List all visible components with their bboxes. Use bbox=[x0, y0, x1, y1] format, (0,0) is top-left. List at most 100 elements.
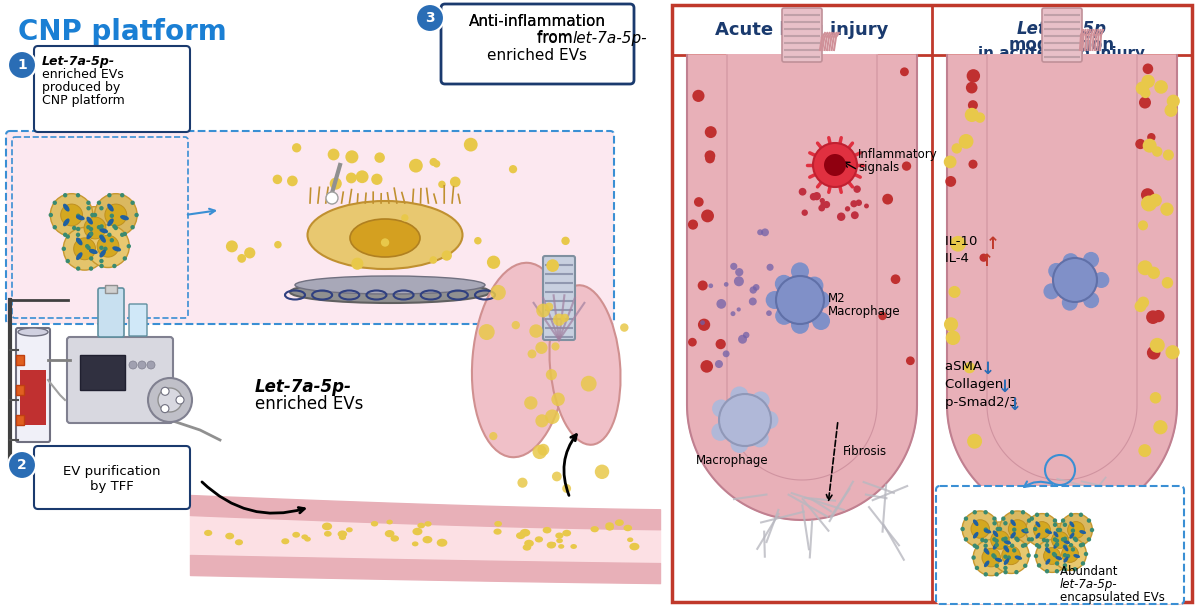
Circle shape bbox=[823, 201, 830, 208]
Circle shape bbox=[749, 297, 757, 305]
Circle shape bbox=[1164, 104, 1177, 117]
Ellipse shape bbox=[992, 543, 998, 549]
Circle shape bbox=[946, 176, 956, 187]
Circle shape bbox=[536, 304, 550, 317]
Text: Let-7a-5p-: Let-7a-5p- bbox=[42, 55, 115, 68]
Circle shape bbox=[1165, 345, 1180, 359]
Circle shape bbox=[964, 362, 976, 373]
Ellipse shape bbox=[371, 521, 378, 526]
Ellipse shape bbox=[301, 534, 308, 540]
Circle shape bbox=[1024, 528, 1028, 532]
Text: CNP platform: CNP platform bbox=[18, 18, 227, 46]
Circle shape bbox=[802, 209, 808, 216]
Circle shape bbox=[553, 314, 565, 326]
Circle shape bbox=[956, 238, 966, 248]
Text: p-Smad2/3: p-Smad2/3 bbox=[946, 396, 1022, 409]
Text: Collagen I: Collagen I bbox=[946, 378, 1015, 391]
Ellipse shape bbox=[100, 228, 108, 233]
Text: enriched EVs: enriched EVs bbox=[256, 395, 364, 413]
Circle shape bbox=[972, 555, 976, 560]
Circle shape bbox=[76, 238, 80, 242]
Circle shape bbox=[326, 192, 338, 204]
Circle shape bbox=[943, 155, 956, 168]
Ellipse shape bbox=[305, 537, 311, 541]
Circle shape bbox=[1052, 553, 1057, 557]
Circle shape bbox=[581, 376, 596, 392]
Text: Let-7a-5p-: Let-7a-5p- bbox=[256, 378, 352, 396]
Circle shape bbox=[738, 334, 748, 344]
Circle shape bbox=[995, 538, 998, 543]
Ellipse shape bbox=[1063, 545, 1068, 551]
Circle shape bbox=[836, 212, 845, 221]
Circle shape bbox=[86, 206, 91, 211]
Circle shape bbox=[1150, 392, 1162, 404]
Circle shape bbox=[814, 143, 857, 187]
Circle shape bbox=[722, 350, 730, 358]
Circle shape bbox=[1087, 518, 1091, 523]
Polygon shape bbox=[686, 55, 917, 520]
Circle shape bbox=[1052, 523, 1057, 527]
Circle shape bbox=[1008, 520, 1027, 538]
Circle shape bbox=[330, 178, 342, 189]
Circle shape bbox=[148, 378, 192, 422]
Circle shape bbox=[1061, 537, 1066, 541]
Circle shape bbox=[1142, 138, 1157, 152]
Circle shape bbox=[968, 100, 978, 110]
Circle shape bbox=[996, 527, 1000, 531]
Circle shape bbox=[1034, 554, 1038, 558]
Circle shape bbox=[962, 511, 998, 547]
Ellipse shape bbox=[338, 535, 346, 540]
FancyBboxPatch shape bbox=[12, 137, 188, 318]
Circle shape bbox=[992, 537, 1030, 574]
Circle shape bbox=[851, 211, 859, 219]
Circle shape bbox=[1074, 538, 1079, 542]
Circle shape bbox=[76, 214, 80, 218]
Circle shape bbox=[964, 517, 968, 521]
Ellipse shape bbox=[628, 537, 634, 542]
Circle shape bbox=[161, 405, 169, 413]
Circle shape bbox=[533, 445, 547, 459]
Circle shape bbox=[1142, 64, 1153, 74]
Circle shape bbox=[92, 213, 97, 217]
Ellipse shape bbox=[86, 231, 92, 239]
Ellipse shape bbox=[542, 527, 552, 534]
Circle shape bbox=[1051, 532, 1068, 548]
Ellipse shape bbox=[120, 215, 128, 220]
Circle shape bbox=[1014, 570, 1019, 574]
Text: EV purification: EV purification bbox=[64, 465, 161, 478]
Circle shape bbox=[464, 138, 478, 152]
Circle shape bbox=[1147, 266, 1160, 279]
Circle shape bbox=[864, 203, 869, 208]
Ellipse shape bbox=[1054, 531, 1058, 537]
Text: signals: signals bbox=[858, 161, 899, 174]
Ellipse shape bbox=[523, 544, 532, 551]
Circle shape bbox=[1007, 555, 1012, 560]
Circle shape bbox=[1027, 537, 1031, 541]
Circle shape bbox=[991, 553, 996, 558]
Ellipse shape bbox=[614, 520, 624, 526]
Circle shape bbox=[1084, 292, 1099, 308]
Ellipse shape bbox=[984, 548, 990, 555]
Circle shape bbox=[1044, 548, 1061, 565]
Circle shape bbox=[73, 206, 116, 249]
Circle shape bbox=[1147, 133, 1156, 141]
Ellipse shape bbox=[557, 538, 563, 543]
Circle shape bbox=[1034, 512, 1039, 517]
Circle shape bbox=[818, 205, 826, 211]
Circle shape bbox=[535, 414, 548, 427]
Ellipse shape bbox=[64, 219, 70, 226]
Circle shape bbox=[158, 388, 182, 412]
Circle shape bbox=[1079, 543, 1084, 548]
Circle shape bbox=[89, 256, 94, 260]
Circle shape bbox=[992, 521, 997, 526]
Circle shape bbox=[1084, 552, 1088, 556]
Circle shape bbox=[731, 387, 749, 404]
Circle shape bbox=[103, 246, 108, 251]
Text: CNP platform: CNP platform bbox=[42, 94, 125, 107]
Ellipse shape bbox=[472, 263, 568, 457]
Circle shape bbox=[878, 312, 887, 320]
Circle shape bbox=[1045, 529, 1049, 533]
Circle shape bbox=[1003, 555, 1008, 559]
Circle shape bbox=[1070, 547, 1075, 552]
Circle shape bbox=[76, 227, 80, 231]
